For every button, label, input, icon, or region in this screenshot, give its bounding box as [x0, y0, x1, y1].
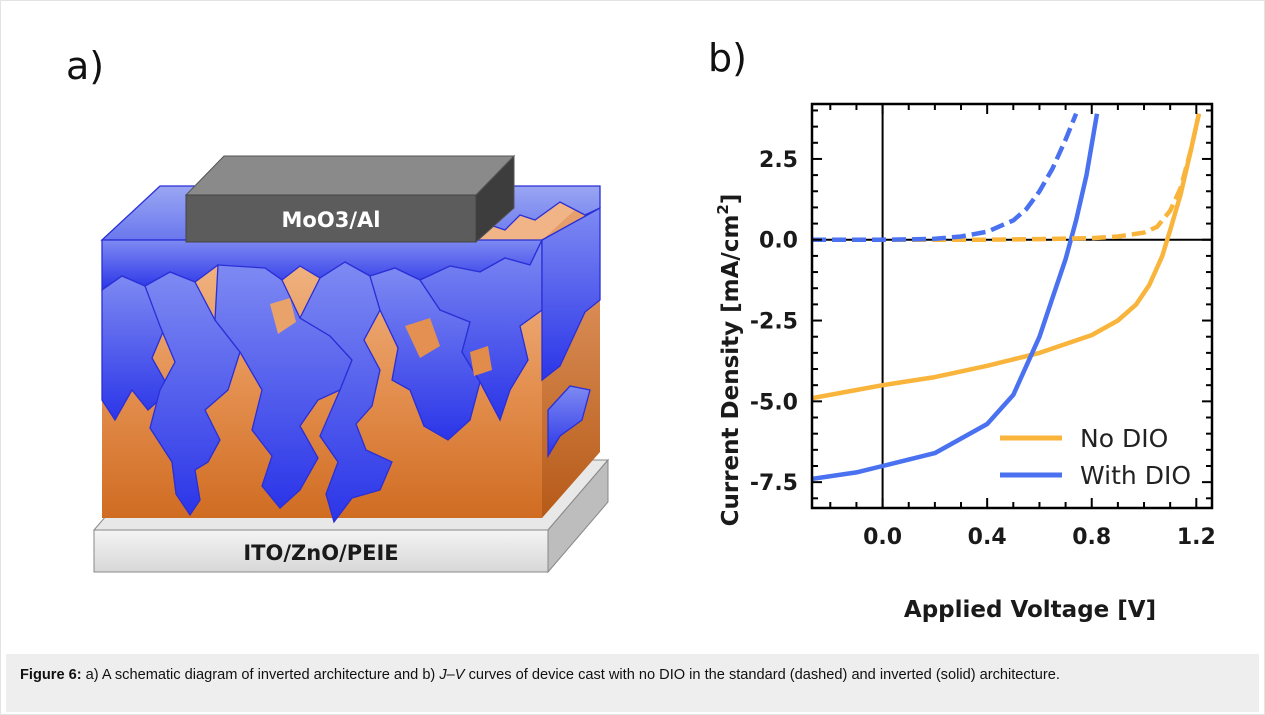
y-axis-label-sup: 2 — [714, 204, 732, 214]
caption-jv: J–V — [439, 667, 465, 683]
y-tick-label: -5.0 — [750, 390, 798, 415]
x-axis-label: Applied Voltage [V] — [904, 597, 1156, 623]
x-tick-label: 1.2 — [1177, 525, 1216, 550]
y-tick-label: 0.0 — [759, 229, 798, 254]
series-dashed-3 — [812, 112, 1079, 242]
y-axis-label-end: ] — [718, 194, 744, 205]
y-tick-label: 2.5 — [759, 148, 798, 173]
y-axis-label-main: Current Density [mA/cm — [718, 215, 744, 527]
y-axis-label: Current Density [mA/cm2] — [714, 194, 744, 527]
x-tick-label: 0.4 — [968, 525, 1007, 550]
plot-frame — [810, 102, 1214, 510]
x-tick-label: 0.8 — [1072, 525, 1111, 550]
panel-label-a: a) — [66, 44, 105, 88]
device-schematic: ITO/ZnO/PEIE MoO3/Al — [92, 154, 610, 574]
y-tick-label: -7.5 — [750, 471, 798, 496]
top-contact: MoO3/Al — [184, 154, 516, 244]
plot-area — [810, 102, 1214, 510]
axis-ticks — [812, 104, 1212, 508]
legend: No DIO With DIO — [1000, 424, 1191, 490]
legend-label: No DIO — [1080, 424, 1168, 453]
caption-figure-label: Figure 6: — [20, 667, 82, 683]
x-tick-label: 0.0 — [863, 525, 902, 550]
caption-text-2: curves of device cast with no DIO in the… — [464, 667, 1060, 683]
y-tick-label: -2.5 — [750, 310, 798, 335]
top-contact-label: MoO3/Al — [282, 208, 381, 232]
jv-chart: 0.0 0.4 0.8 1.2 2.5 0.0 -2.5 -5.0 -7.5 Applied V… — [714, 102, 1216, 623]
panel-label-b: b) — [708, 36, 747, 80]
series-solid-0 — [812, 113, 1202, 401]
figure-caption: Figure 6: a) A schematic diagram of inve… — [6, 654, 1259, 712]
legend-label: With DIO — [1080, 461, 1191, 490]
substrate-label: ITO/ZnO/PEIE — [243, 541, 398, 565]
caption-text-1: a) A schematic diagram of inverted archi… — [81, 667, 440, 683]
series-solid-1 — [812, 113, 1100, 482]
series-dashed-2 — [812, 113, 1202, 242]
tick-labels: 0.0 0.4 0.8 1.2 2.5 0.0 -2.5 -5.0 -7.5 — [750, 148, 1216, 550]
